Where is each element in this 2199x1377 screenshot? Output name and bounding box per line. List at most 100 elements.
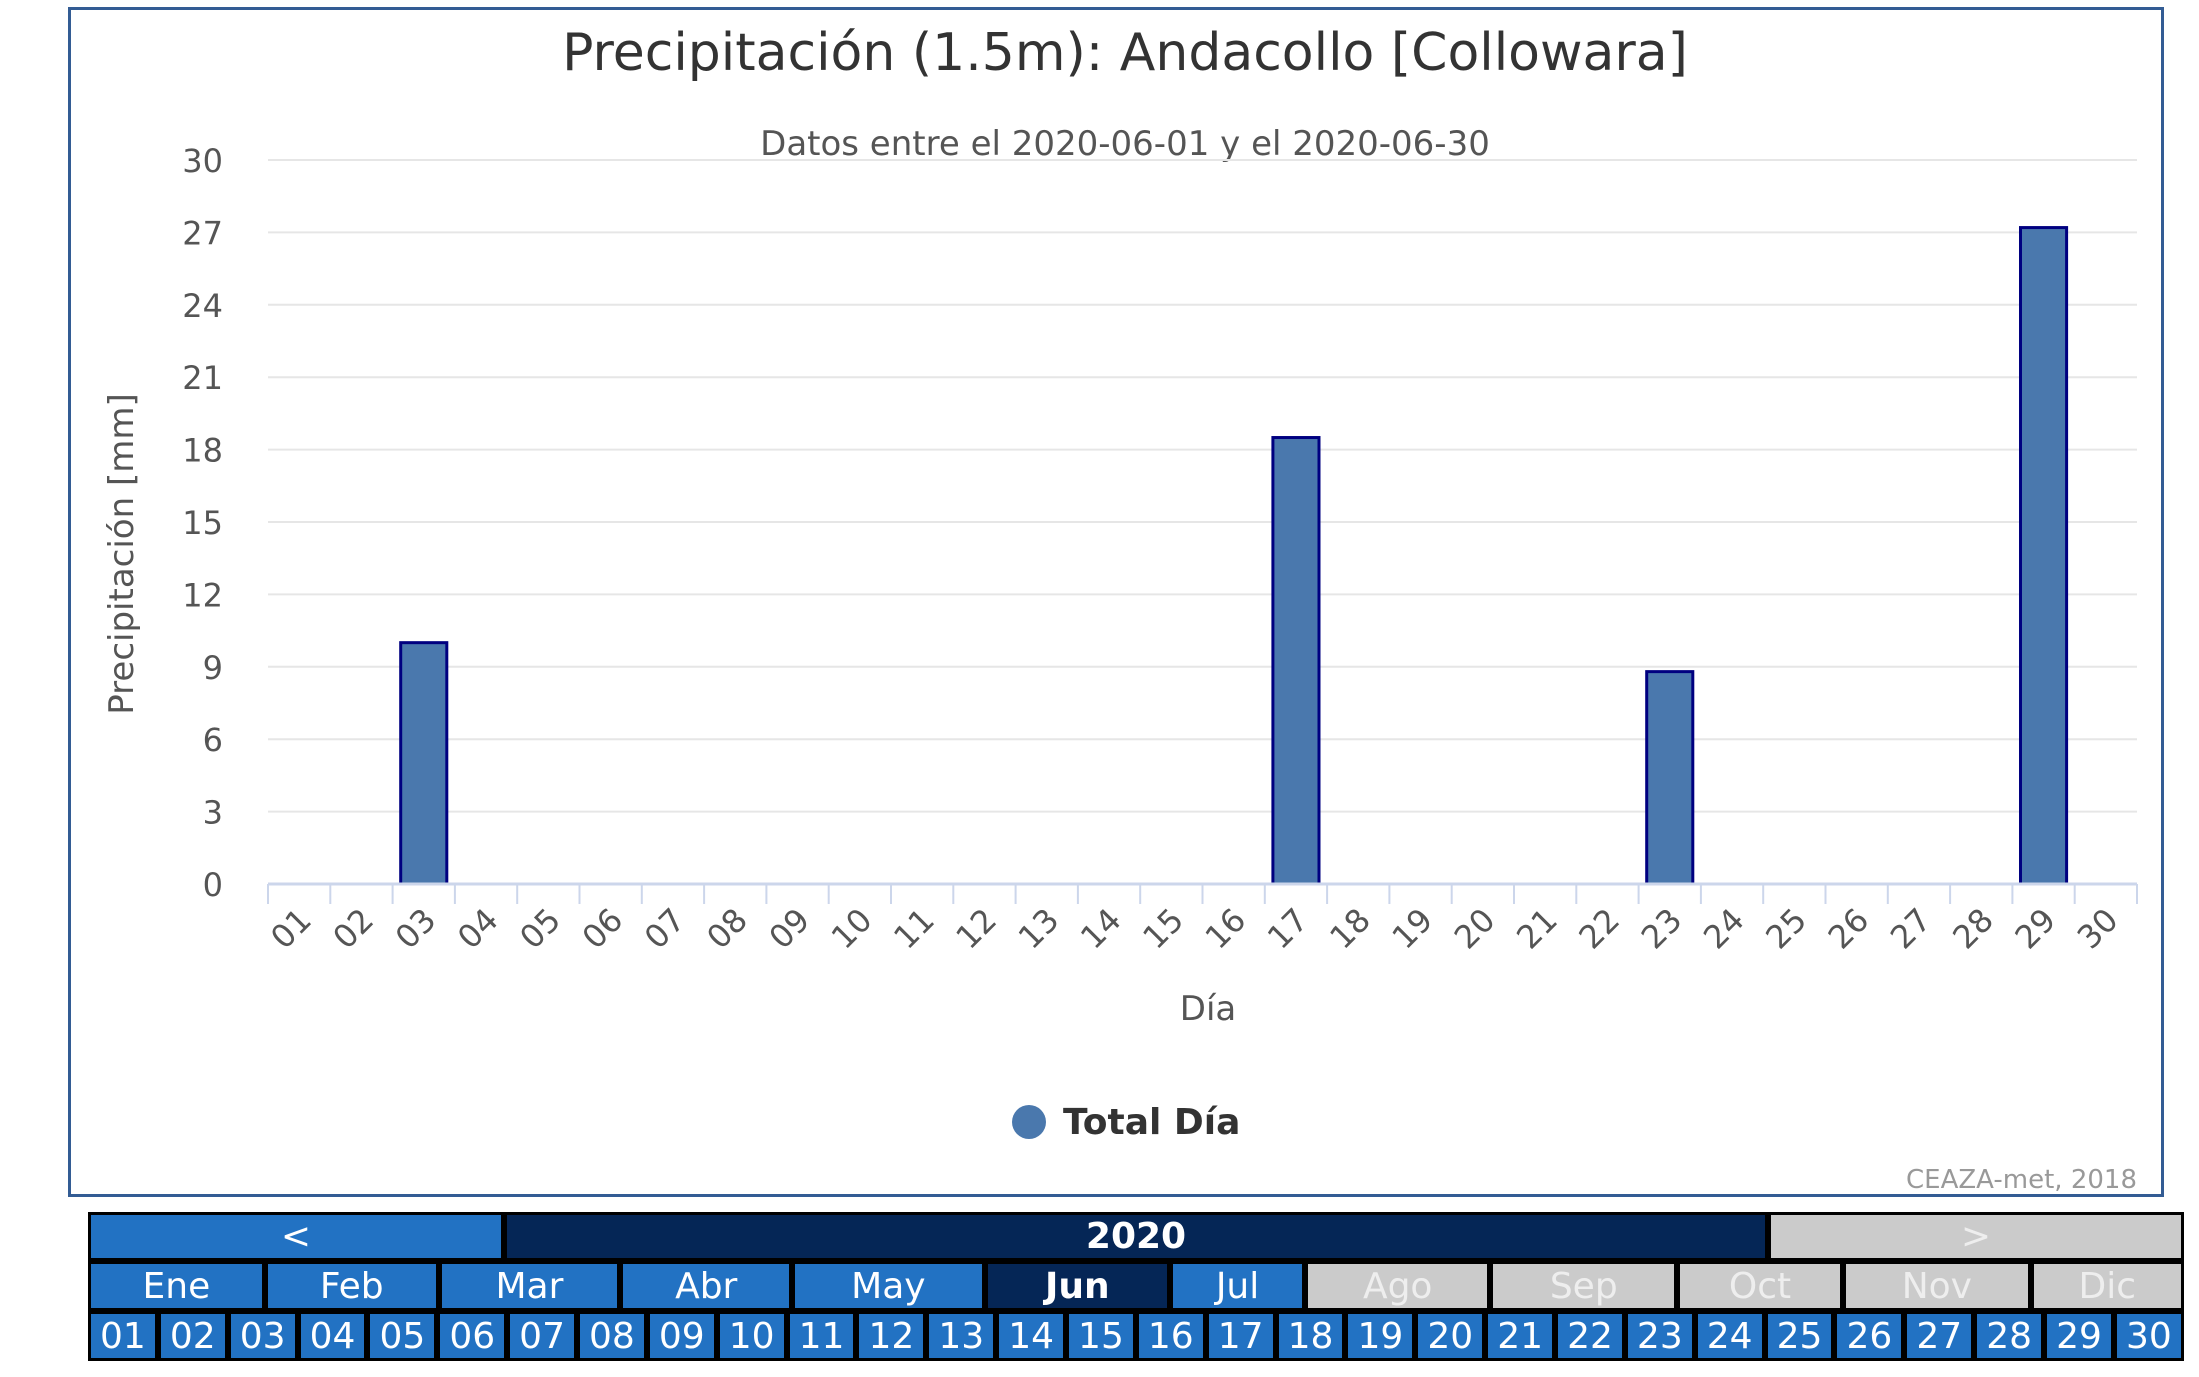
month-may[interactable]: May [792, 1261, 985, 1311]
year-label: 2020 [504, 1212, 1768, 1261]
x-tick-label: 21 [1509, 901, 1565, 957]
x-tick-label: 05 [512, 901, 568, 957]
chart-credit[interactable]: CEAZA-met, 2018 [1906, 1165, 2137, 1194]
day-02[interactable]: 02 [157, 1311, 228, 1361]
x-tick-label: 22 [1571, 901, 1627, 957]
grid-layer: 0 3 6 9 12 15 18 21 24 27 30 [182, 142, 2137, 904]
y-tick-label: 18 [182, 432, 223, 470]
day-28[interactable]: 28 [1974, 1311, 2045, 1361]
day-29[interactable]: 29 [2044, 1311, 2114, 1361]
month-feb[interactable]: Feb [264, 1261, 439, 1311]
x-tick-label: 07 [637, 901, 693, 957]
day-26[interactable]: 26 [1834, 1311, 1905, 1361]
x-tick-label: 20 [1447, 901, 1503, 957]
day-22[interactable]: 22 [1555, 1311, 1625, 1361]
bar[interactable] [399, 641, 449, 886]
chart-subtitle: Datos entre el 2020-06-01 y el 2020-06-3… [760, 124, 1490, 164]
x-tick-label: 04 [450, 901, 506, 957]
day-20[interactable]: 20 [1415, 1311, 1486, 1361]
x-tick-label: 26 [1821, 901, 1877, 957]
day-08[interactable]: 08 [577, 1311, 647, 1361]
day-12[interactable]: 12 [856, 1311, 927, 1361]
chart-svg: Precipitación (1.5m): Andacollo [Collowa… [102, 23, 2138, 1194]
x-tick-label: 01 [263, 901, 319, 957]
day-01[interactable]: 01 [88, 1311, 158, 1361]
day-23[interactable]: 23 [1624, 1311, 1695, 1361]
month-abr[interactable]: Abr [620, 1261, 793, 1311]
x-tick-label: 03 [388, 901, 444, 957]
bar[interactable] [1271, 436, 1321, 886]
day-09[interactable]: 09 [646, 1311, 717, 1361]
x-tick-label: 06 [575, 901, 631, 957]
y-tick-label: 27 [182, 214, 223, 252]
x-tick-label: 12 [948, 901, 1004, 957]
day-19[interactable]: 19 [1345, 1311, 1416, 1361]
x-tick-label: 09 [762, 901, 818, 957]
day-18[interactable]: 18 [1275, 1311, 1346, 1361]
month-dic: Dic [2030, 1261, 2184, 1311]
x-tick-label: 19 [1385, 901, 1441, 957]
x-tick-label: 11 [886, 901, 942, 957]
y-tick-label: 3 [203, 794, 223, 832]
month-row: Ene Feb Mar Abr May Jun Jul Ago Sep Oct Nov Dic [88, 1261, 2184, 1311]
day-21[interactable]: 21 [1485, 1311, 1556, 1361]
day-16[interactable]: 16 [1135, 1311, 1206, 1361]
day-14[interactable]: 14 [996, 1311, 1067, 1361]
next-year-button[interactable]: > [1768, 1212, 2184, 1261]
day-25[interactable]: 25 [1764, 1311, 1835, 1361]
day-07[interactable]: 07 [507, 1311, 578, 1361]
day-11[interactable]: 11 [786, 1311, 857, 1361]
x-tick-label: 15 [1135, 901, 1191, 957]
x-tick-label: 24 [1696, 901, 1752, 957]
x-tick-label: 25 [1758, 901, 1814, 957]
month-mar[interactable]: Mar [438, 1261, 621, 1311]
year-row: < 2020 > [88, 1212, 2184, 1261]
month-jun[interactable]: Jun [984, 1261, 1171, 1311]
bar[interactable] [2018, 226, 2069, 886]
y-axis-title: Precipitación [mm] [102, 393, 142, 714]
x-axis-title: Día [1180, 989, 1236, 1029]
prev-year-button[interactable]: < [88, 1212, 504, 1261]
y-tick-label: 21 [182, 359, 223, 397]
day-10[interactable]: 10 [716, 1311, 787, 1361]
x-tick-label: 14 [1073, 901, 1129, 957]
x-tick-label: 10 [824, 901, 880, 957]
bar[interactable] [1645, 670, 1695, 886]
day-row: 01 02 03 04 05 06 07 08 09 10 11 12 13 14 15 16 17 18 19 20… [88, 1311, 2184, 1361]
day-30[interactable]: 30 [2113, 1311, 2184, 1361]
legend-marker[interactable] [1012, 1105, 1046, 1139]
x-tick-label: 29 [2008, 901, 2064, 957]
y-tick-label: 0 [203, 866, 223, 904]
day-03[interactable]: 03 [227, 1311, 298, 1361]
y-tick-label: 30 [182, 142, 223, 180]
month-ene[interactable]: Ene [88, 1261, 265, 1311]
day-06[interactable]: 06 [437, 1311, 508, 1361]
day-24[interactable]: 24 [1694, 1311, 1765, 1361]
x-tick-label: 08 [699, 901, 755, 957]
month-nov: Nov [1843, 1261, 2031, 1311]
x-tick-label: 18 [1322, 901, 1378, 957]
x-tick-label: 17 [1260, 901, 1316, 957]
y-tick-label: 6 [203, 721, 223, 759]
month-jul[interactable]: Jul [1170, 1261, 1305, 1311]
month-oct: Oct [1677, 1261, 1844, 1311]
day-15[interactable]: 15 [1066, 1311, 1136, 1361]
day-27[interactable]: 27 [1904, 1311, 1975, 1361]
day-05[interactable]: 05 [367, 1311, 438, 1361]
x-tick-label: 28 [1945, 901, 2001, 957]
month-ago: Ago [1304, 1261, 1491, 1311]
x-axis: 01 02 03 04 05 06 07 08 09 10 11 12 13 14 15 16 17 18 19 20… [263, 882, 2138, 957]
chart-frame: Precipitación (1.5m): Andacollo [Collowa… [68, 7, 2164, 1197]
x-tick-label: 16 [1198, 901, 1254, 957]
month-sep: Sep [1490, 1261, 1678, 1311]
day-13[interactable]: 13 [926, 1311, 997, 1361]
legend-label[interactable]: Total Día [1063, 1102, 1240, 1143]
y-tick-label: 15 [182, 504, 223, 542]
chart-title: Precipitación (1.5m): Andacollo [Collowa… [562, 23, 1688, 83]
day-04[interactable]: 04 [297, 1311, 368, 1361]
bars-layer [399, 226, 2069, 886]
date-navigator: < 2020 > Ene Feb Mar Abr May Jun Jul Ago Sep Oct N… [88, 1212, 2184, 1372]
y-tick-label: 12 [182, 576, 223, 614]
day-17[interactable]: 17 [1205, 1311, 1276, 1361]
y-tick-label: 24 [182, 287, 223, 325]
